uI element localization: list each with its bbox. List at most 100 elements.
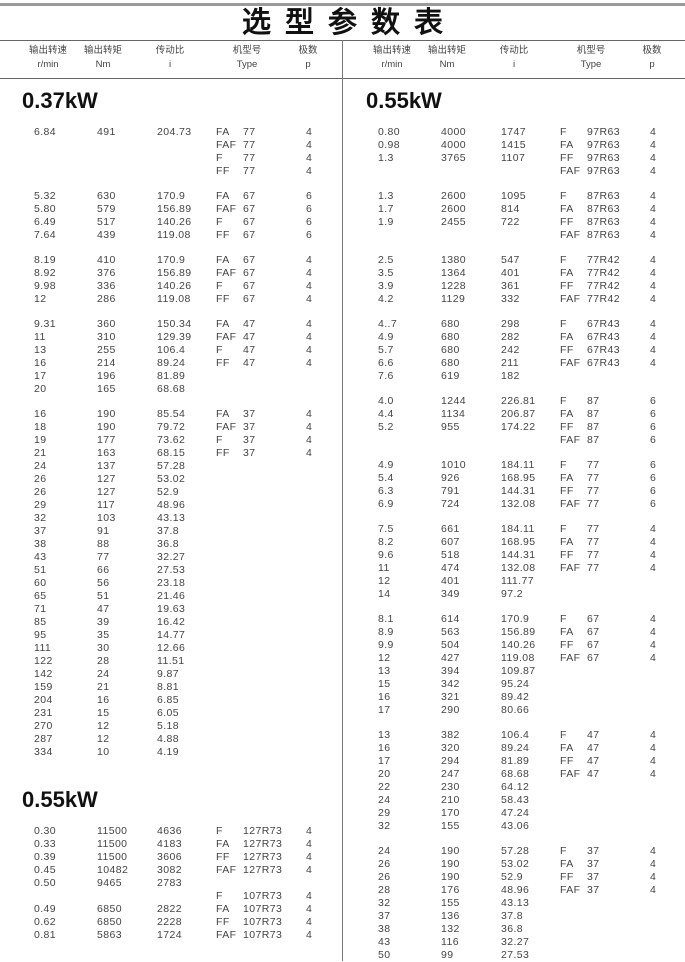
ratio-cell: 89.42 [501, 691, 530, 703]
output-torque-cell: 28 [97, 655, 110, 667]
ratio-cell: 95.24 [501, 678, 530, 690]
output-torque-cell: 177 [97, 434, 116, 446]
type-model-cell: 77R42 [587, 293, 620, 305]
row-group: 8.19 410 170.9 FA 67 4 8.92 376 156.89 FAF 67 4 9.98… [0, 254, 340, 306]
table-row: 1.7 2600 814 FA 87R63 4 [344, 203, 684, 216]
type-prefix-cell: FA [560, 626, 574, 638]
output-speed-cell: 43 [378, 936, 391, 948]
output-torque-cell: 88 [97, 538, 110, 550]
table-row: 60 56 23.18 [0, 577, 340, 590]
table-row: 6.49 517 140.26 F 67 6 [0, 216, 340, 229]
table-row: 111 30 12.66 [0, 642, 340, 655]
output-torque-cell: 680 [441, 318, 460, 330]
type-prefix-cell: FF [560, 485, 574, 497]
type-prefix-cell: FF [216, 229, 230, 241]
output-torque-cell: 3765 [441, 152, 466, 164]
poles-cell: 4 [650, 742, 657, 754]
type-prefix-cell: FF [560, 549, 574, 561]
poles-cell: 6 [650, 459, 657, 471]
ratio-cell: 9.87 [157, 668, 180, 680]
row-group: 16 190 85.54 FA 37 4 18 190 79.72 FAF 37 4 19 177 73.6… [0, 408, 340, 759]
column-header: 输出转矩 Nm [412, 44, 482, 72]
header-label-cn: 极数 [298, 45, 318, 56]
poles-cell: 4 [306, 929, 313, 941]
type-model-cell: 87R63 [587, 229, 620, 241]
output-torque-cell: 336 [97, 280, 116, 292]
output-speed-cell: 12 [378, 652, 391, 664]
table-row: 2.5 1380 547 F 77R42 4 [344, 254, 684, 267]
ratio-cell: 89.24 [157, 357, 186, 369]
poles-cell: 4 [650, 652, 657, 664]
table-row: 11 474 132.08 FAF 77 4 [344, 562, 684, 575]
type-prefix-cell: F [560, 395, 567, 407]
poles-cell: 4 [306, 152, 313, 164]
type-prefix-cell: FA [560, 536, 574, 548]
table-row: 43 116 32.27 [344, 936, 684, 949]
ratio-cell: 21.46 [157, 590, 186, 602]
ratio-cell: 1415 [501, 139, 526, 151]
table-row: 287 12 4.88 [0, 733, 340, 746]
column-header: 传动比 i [135, 44, 205, 72]
output-torque-cell: 30 [97, 642, 110, 654]
output-torque-cell: 190 [97, 408, 116, 420]
type-model-cell: 77R42 [587, 280, 620, 292]
output-speed-cell: 3.9 [378, 280, 394, 292]
output-torque-cell: 4000 [441, 139, 466, 151]
poles-cell: 4 [650, 139, 657, 151]
ratio-cell: 23.18 [157, 577, 186, 589]
ratio-cell: 79.72 [157, 421, 186, 433]
output-torque-cell: 176 [441, 884, 460, 896]
output-torque-cell: 680 [441, 344, 460, 356]
ratio-cell: 53.02 [501, 858, 530, 870]
table-row: 3.5 1364 401 FA 77R42 4 [344, 267, 684, 280]
poles-cell: 4 [650, 755, 657, 767]
table-row: 11 310 129.39 FAF 47 4 [0, 331, 340, 344]
output-speed-cell: 12 [34, 293, 47, 305]
table-row: 71 47 19.63 [0, 603, 340, 616]
output-torque-cell: 1134 [441, 408, 466, 420]
column-header: 机型号 Type [212, 44, 282, 72]
type-prefix-cell: F [560, 126, 567, 138]
ratio-cell: 140.26 [501, 639, 536, 651]
output-torque-cell: 165 [97, 383, 116, 395]
poles-cell: 4 [306, 434, 313, 446]
output-torque-cell: 349 [441, 588, 460, 600]
type-prefix-cell: FAF [560, 498, 581, 510]
type-prefix-cell: FF [560, 216, 574, 228]
header-label-cn: 机型号 [232, 45, 262, 56]
poles-cell: 4 [306, 267, 313, 279]
table-row: 5.2 955 174.22 FF 87 6 [344, 421, 684, 434]
type-model-cell: 47 [243, 318, 256, 330]
output-speed-cell: 20 [34, 383, 47, 395]
type-model-cell: 77 [243, 139, 256, 151]
output-torque-cell: 210 [441, 794, 460, 806]
table-row: 142 24 9.87 [0, 668, 340, 681]
type-model-cell: 107R73 [243, 903, 283, 915]
type-model-cell: 67 [587, 626, 600, 638]
output-speed-cell: 24 [34, 460, 47, 472]
type-prefix-cell: F [560, 254, 567, 266]
type-model-cell: 67 [243, 229, 256, 241]
output-speed-cell: 17 [34, 370, 47, 382]
poles-cell: 6 [650, 498, 657, 510]
table-row: 24 190 57.28 F 37 4 [344, 845, 684, 858]
ratio-cell: 48.96 [157, 499, 186, 511]
table-row: 38 88 36.8 [0, 538, 340, 551]
ratio-cell: 27.53 [157, 564, 186, 576]
poles-cell: 4 [306, 357, 313, 369]
output-torque-cell: 1129 [441, 293, 466, 305]
type-prefix-cell: FAF [560, 562, 581, 574]
poles-cell: 4 [306, 916, 313, 928]
type-model-cell: 87 [587, 421, 600, 433]
column-header: 输出转矩 Nm [68, 44, 138, 72]
table-row: F 77 4 [0, 152, 340, 165]
output-speed-cell: 122 [34, 655, 53, 667]
output-speed-cell: 15 [378, 678, 391, 690]
table-row: FAF 87R63 4 [344, 229, 684, 242]
output-torque-cell: 619 [441, 370, 460, 382]
type-model-cell: 67 [243, 203, 256, 215]
output-speed-cell: 5.4 [378, 472, 394, 484]
output-speed-cell: 159 [34, 681, 53, 693]
table-row: 24 137 57.28 [0, 460, 340, 473]
poles-cell: 6 [650, 485, 657, 497]
